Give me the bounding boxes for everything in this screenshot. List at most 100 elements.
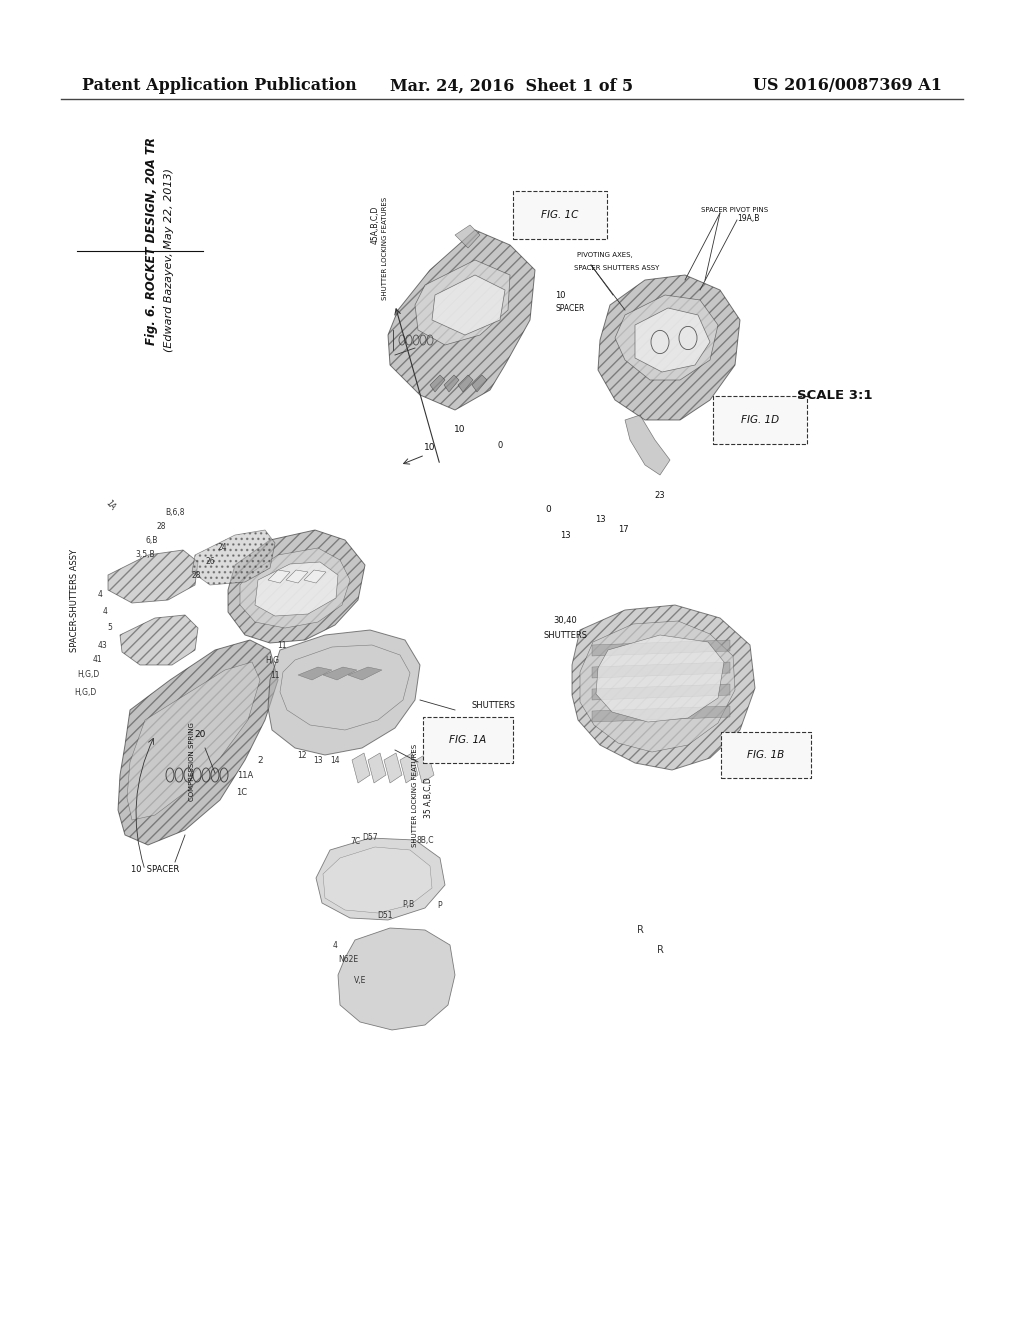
Text: 6,B: 6,B: [145, 536, 158, 545]
Text: 0: 0: [545, 506, 551, 515]
Text: 10: 10: [424, 444, 436, 453]
Text: H,G,D: H,G,D: [74, 688, 96, 697]
Polygon shape: [120, 615, 198, 665]
Text: US 2016/0087369 A1: US 2016/0087369 A1: [753, 78, 942, 94]
Polygon shape: [352, 752, 370, 783]
Circle shape: [651, 330, 669, 354]
Text: PIVOTING AXES,: PIVOTING AXES,: [578, 252, 633, 257]
Text: 4: 4: [97, 590, 102, 599]
Polygon shape: [108, 550, 198, 603]
Text: 20: 20: [195, 730, 206, 739]
Text: H,G: H,G: [265, 656, 279, 664]
Polygon shape: [625, 414, 670, 475]
FancyBboxPatch shape: [423, 717, 513, 763]
Text: H,G,D: H,G,D: [77, 671, 99, 680]
Text: 28: 28: [157, 523, 166, 532]
Text: SCALE 3:1: SCALE 3:1: [798, 388, 872, 401]
Text: 11A: 11A: [237, 771, 253, 780]
Polygon shape: [635, 308, 710, 372]
Text: 3,5,B: 3,5,B: [135, 550, 155, 560]
Text: 13: 13: [595, 516, 605, 524]
Text: 1A: 1A: [103, 498, 117, 512]
Text: Patent Application Publication: Patent Application Publication: [82, 78, 356, 94]
Text: 43: 43: [98, 640, 108, 649]
FancyBboxPatch shape: [721, 731, 811, 779]
Text: 14: 14: [330, 755, 340, 764]
Polygon shape: [444, 375, 459, 392]
Text: FIG. 1D: FIG. 1D: [741, 414, 779, 425]
Polygon shape: [127, 663, 260, 820]
Text: Fig. 6. ROCKET DESIGN, 20A TR: Fig. 6. ROCKET DESIGN, 20A TR: [145, 137, 158, 346]
Text: 13: 13: [560, 531, 570, 540]
Polygon shape: [298, 667, 332, 680]
Polygon shape: [455, 224, 480, 248]
Text: 13: 13: [313, 755, 323, 764]
Polygon shape: [280, 645, 410, 730]
Text: 26: 26: [205, 557, 215, 566]
Polygon shape: [592, 640, 730, 656]
Text: SPACER-SHUTTERS ASSY: SPACER-SHUTTERS ASSY: [71, 549, 79, 652]
Polygon shape: [316, 838, 445, 920]
Polygon shape: [596, 635, 724, 722]
Polygon shape: [598, 275, 740, 420]
Text: SPACER SHUTTERS ASSY: SPACER SHUTTERS ASSY: [574, 265, 659, 271]
Polygon shape: [323, 667, 357, 680]
Text: R: R: [656, 945, 664, 954]
Polygon shape: [592, 663, 730, 678]
Text: SHUTTERS: SHUTTERS: [543, 631, 587, 639]
Text: B,6,8: B,6,8: [165, 507, 184, 516]
Polygon shape: [304, 570, 326, 583]
Text: P: P: [437, 900, 442, 909]
Polygon shape: [348, 667, 382, 680]
Text: 35 A,B,C,D: 35 A,B,C,D: [424, 777, 432, 818]
Polygon shape: [415, 260, 510, 345]
Polygon shape: [368, 752, 386, 783]
Text: D51: D51: [377, 912, 393, 920]
Text: 17: 17: [617, 525, 629, 535]
Text: SHUTTER LOCKING FEATURES: SHUTTER LOCKING FEATURES: [412, 743, 418, 846]
Text: D57: D57: [362, 833, 378, 842]
Text: FIG. 1A: FIG. 1A: [450, 735, 486, 744]
Text: R: R: [637, 925, 643, 935]
Polygon shape: [338, 928, 455, 1030]
Text: SHUTTER LOCKING FEATURES: SHUTTER LOCKING FEATURES: [382, 197, 388, 300]
Polygon shape: [572, 605, 755, 770]
Polygon shape: [118, 640, 278, 845]
Polygon shape: [255, 562, 338, 616]
Text: 1C: 1C: [237, 788, 248, 797]
Text: 4: 4: [102, 607, 108, 616]
Polygon shape: [592, 684, 730, 700]
Text: 11: 11: [278, 642, 287, 651]
Text: FIG. 1C: FIG. 1C: [542, 210, 579, 220]
Polygon shape: [268, 630, 420, 755]
Text: 10: 10: [455, 425, 466, 434]
Text: 41: 41: [92, 656, 101, 664]
FancyBboxPatch shape: [513, 190, 606, 239]
Polygon shape: [416, 752, 434, 783]
Text: 19A,B: 19A,B: [737, 214, 759, 223]
Circle shape: [679, 326, 697, 350]
Text: 11: 11: [270, 672, 280, 681]
Text: 30,40: 30,40: [553, 615, 577, 624]
Polygon shape: [193, 531, 275, 585]
FancyBboxPatch shape: [714, 396, 807, 445]
Polygon shape: [384, 752, 402, 783]
Polygon shape: [458, 375, 473, 392]
Text: 12: 12: [297, 751, 307, 760]
Polygon shape: [472, 375, 487, 392]
Polygon shape: [388, 230, 535, 411]
Text: V,E: V,E: [354, 975, 367, 985]
Text: 45A,B,C,D: 45A,B,C,D: [371, 206, 380, 244]
Text: SHUTTERS: SHUTTERS: [471, 701, 515, 710]
Text: FIG. 1B: FIG. 1B: [748, 750, 784, 760]
Text: P,B: P,B: [402, 900, 414, 909]
Polygon shape: [432, 275, 505, 335]
Text: 28: 28: [191, 572, 201, 581]
Polygon shape: [400, 752, 418, 783]
Text: 10  SPACER: 10 SPACER: [131, 866, 179, 874]
Text: 0: 0: [498, 441, 503, 450]
Polygon shape: [268, 570, 290, 583]
Polygon shape: [580, 620, 735, 752]
Text: N62E: N62E: [338, 956, 358, 965]
Text: Mar. 24, 2016  Sheet 1 of 5: Mar. 24, 2016 Sheet 1 of 5: [390, 78, 634, 94]
